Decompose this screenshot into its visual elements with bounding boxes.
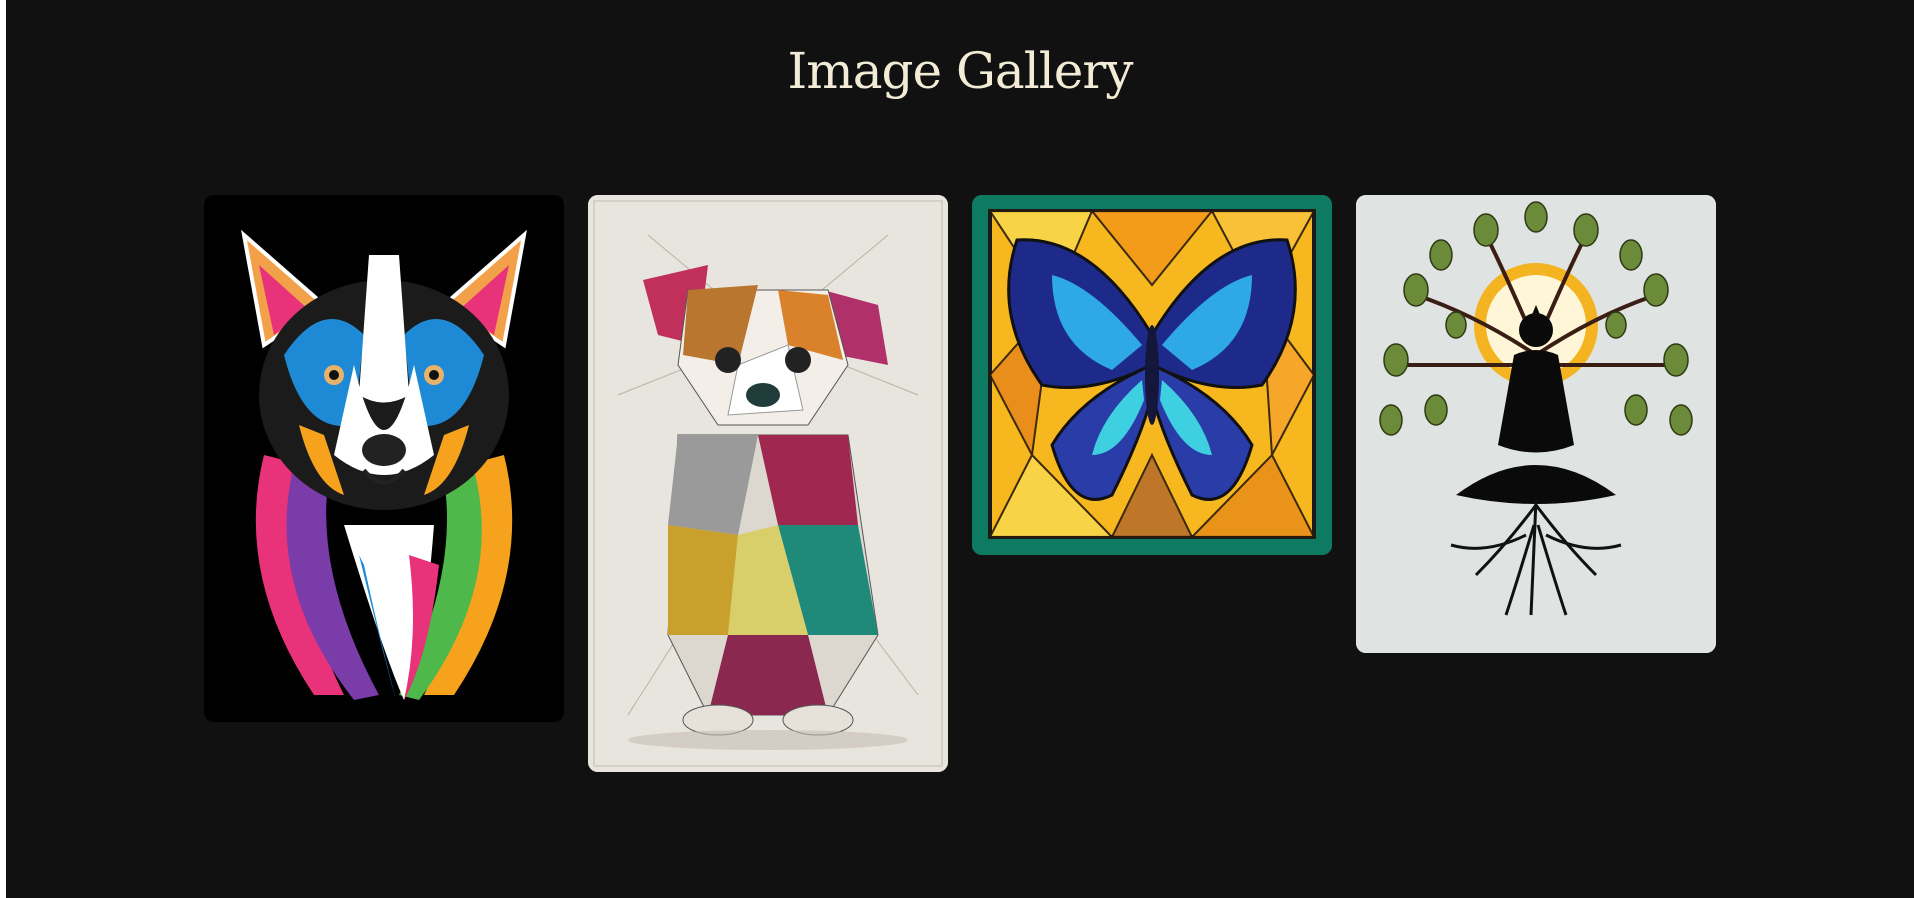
gallery-image-colorful-dog[interactable] <box>204 195 564 722</box>
dog-icon <box>204 195 564 722</box>
gallery-image-geometric-puppy[interactable] <box>588 195 948 772</box>
page-title: Image Gallery <box>787 42 1134 100</box>
gallery-image-butterfly[interactable] <box>972 195 1332 555</box>
puppy-icon <box>588 195 948 772</box>
gallery-page: Image Gallery <box>6 0 1914 898</box>
gallery-image-meditation-tree[interactable] <box>1356 195 1716 653</box>
tree-icon <box>1356 195 1716 653</box>
butterfly-icon <box>972 195 1332 555</box>
